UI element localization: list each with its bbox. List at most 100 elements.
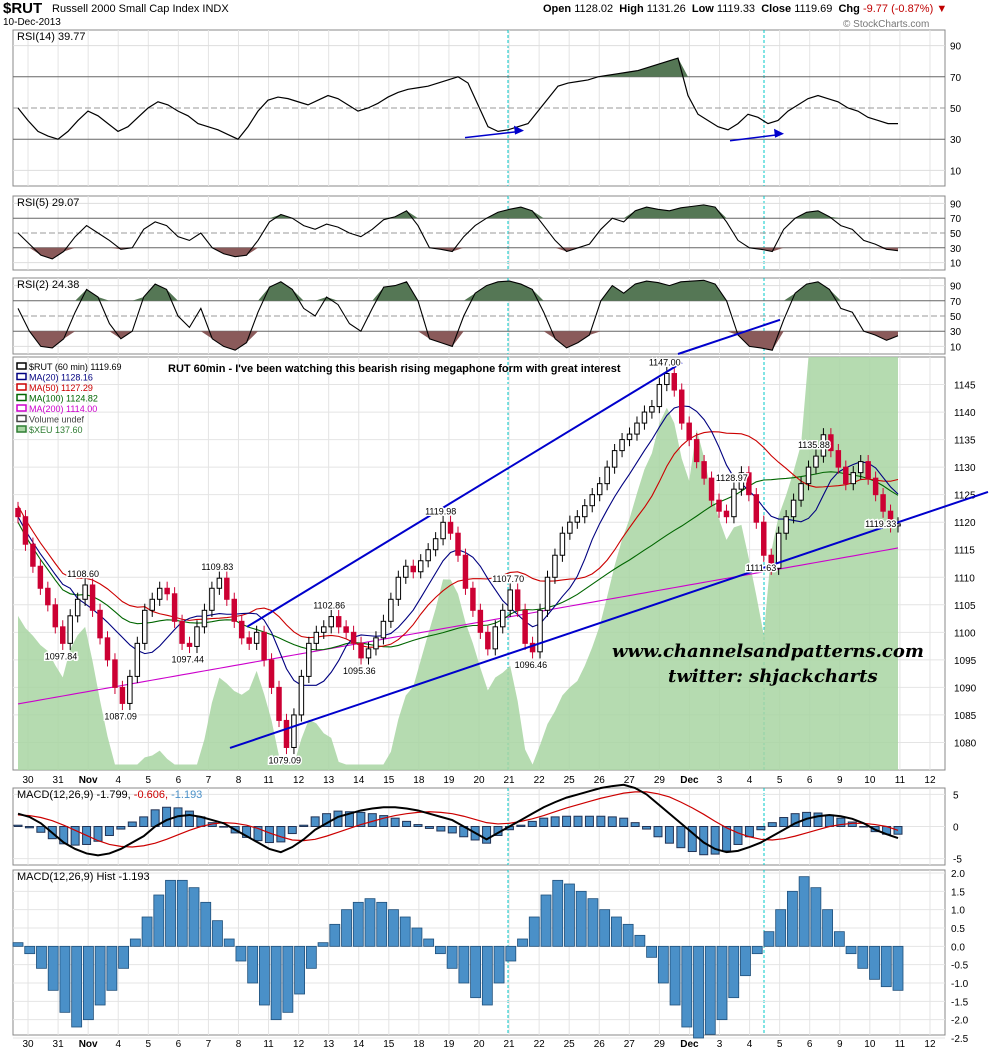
- hist-bar: [411, 927, 423, 947]
- x-tick-label: 15: [383, 775, 395, 786]
- macd-hist-bar: [813, 812, 823, 828]
- hist-bar: [223, 938, 235, 947]
- hist-bar: [869, 945, 880, 980]
- candle-body: [805, 466, 812, 485]
- price-legend-item: MA(20) 1128.16: [29, 373, 93, 383]
- hist-bar: [528, 916, 540, 947]
- rsi14-panel-tick-label: 90: [950, 42, 962, 53]
- macd-hist-bar: [184, 810, 194, 827]
- x-tick-label: 11: [895, 775, 906, 786]
- candle-body: [708, 477, 715, 501]
- macd-hist-bar: [619, 817, 629, 827]
- candle-body: [731, 488, 737, 518]
- candle-body: [850, 472, 856, 485]
- price-legend-item: MA(50) 1127.29: [29, 383, 93, 393]
- close-label: Close: [761, 3, 792, 15]
- x-tick-label: 11: [263, 775, 274, 786]
- open-label: Open: [543, 3, 572, 15]
- candle-body: [507, 589, 513, 611]
- hist-bar: [446, 945, 458, 969]
- rsi2-panel: 10 30 50 70 90 RSI(2) 24.38: [12, 277, 962, 355]
- rsi2-panel-line: [17, 279, 899, 351]
- candle-body: [798, 483, 804, 501]
- candle-body: [82, 584, 88, 600]
- x-tick-label-bottom: 19: [443, 1039, 455, 1050]
- candle-body: [52, 604, 59, 628]
- macd-legend-part: -1.799,: [96, 789, 133, 801]
- hist-bar: [258, 945, 270, 1006]
- hist-bar: [716, 945, 728, 1021]
- hist-bar: [376, 901, 388, 947]
- x-tick-label-bottom: 12: [293, 1039, 305, 1050]
- x-tick-label: 7: [206, 775, 212, 786]
- candle-body: [664, 373, 670, 386]
- candle-body: [15, 507, 21, 518]
- hist-bar: [634, 934, 646, 947]
- hist-tick-label: 1.5: [951, 887, 965, 898]
- ma100-icon: [16, 393, 27, 402]
- macd-hist-bar: [539, 817, 549, 827]
- price-legend-item: MA(100) 1124.82: [29, 394, 98, 404]
- candle-body: [485, 631, 491, 650]
- x-tick-label-bottom: 3: [717, 1039, 723, 1050]
- hist-tick-label: 1.0: [951, 906, 965, 917]
- macd-hist-bar: [24, 826, 34, 829]
- candle-body: [477, 609, 484, 633]
- hist-bar: [540, 894, 552, 947]
- hist-tick-label: -1.5: [951, 997, 969, 1008]
- low-label: Low: [691, 3, 714, 15]
- x-tick-label-bottom: 12: [924, 1039, 936, 1050]
- candle-body: [261, 631, 267, 661]
- candle-body: [455, 532, 461, 556]
- histogram-panel: -2.5 -2.0 -1.5 -1.0 -0.5 0.0 0.5 1.0 1.5 2.0 MACD(…: [12, 869, 969, 1045]
- macd-legend-part: MACD(12,26,9): [17, 789, 96, 801]
- rsi5-panel-overbought-fill: [18, 204, 898, 219]
- candle-body: [156, 587, 163, 600]
- candle-body: [179, 620, 185, 644]
- hist-bar: [845, 945, 857, 955]
- x-tick-label-bottom: 25: [564, 1039, 576, 1050]
- price-annotation: 1097.84: [45, 651, 78, 661]
- x-tick-label-bottom: 18: [413, 1039, 425, 1050]
- hist-bar: [106, 945, 118, 991]
- hist-bar: [434, 945, 446, 955]
- x-tick-label-bottom: Dec: [680, 1039, 699, 1050]
- x-tick-label-bottom: 26: [594, 1039, 606, 1050]
- rsi5-panel-line: [17, 204, 899, 260]
- macd-hist-bar: [756, 826, 766, 831]
- candle-body: [783, 516, 789, 534]
- macd-hist-bar: [219, 826, 229, 828]
- candle-body: [522, 609, 528, 644]
- candle-body: [529, 642, 536, 653]
- hist-bar: [575, 890, 587, 947]
- hist-bar: [622, 923, 634, 947]
- macd-hist-bar: [253, 826, 263, 842]
- hist-bar: [857, 945, 869, 969]
- hist-bar: [12, 942, 24, 947]
- hist-bar: [470, 945, 482, 999]
- macd-hist-bar: [104, 826, 114, 836]
- macd-hist-bar: [413, 824, 423, 828]
- ma50-line: [17, 431, 899, 648]
- candle-body: [194, 626, 200, 647]
- hist-tick-label: -2.0: [951, 1016, 969, 1027]
- hist-bar: [657, 945, 669, 984]
- hist-bar: [728, 945, 740, 999]
- macd-hist-bar: [13, 824, 23, 828]
- price-annotation: 1107.70: [492, 574, 524, 584]
- rsi14-panel-tick-label: 10: [950, 166, 962, 177]
- x-tick-label: 29: [654, 775, 666, 786]
- price-chart-title: RUT 60min - I've been watching this bear…: [168, 363, 621, 375]
- macd-hist-bar: [287, 826, 297, 835]
- hist-bar: [517, 938, 528, 947]
- hist-bar: [305, 945, 317, 969]
- candle-body: [231, 598, 238, 622]
- hist-bar: [880, 945, 892, 988]
- x-tick-label-bottom: 11: [895, 1039, 906, 1050]
- rsi2-panel-tick-label: 70: [950, 297, 962, 308]
- price-tick-label: 1130: [954, 463, 976, 474]
- macd-hist-bar: [664, 826, 674, 844]
- hist-bar: [787, 890, 798, 947]
- candle-body: [30, 543, 36, 567]
- macd-hist-bar: [790, 813, 800, 828]
